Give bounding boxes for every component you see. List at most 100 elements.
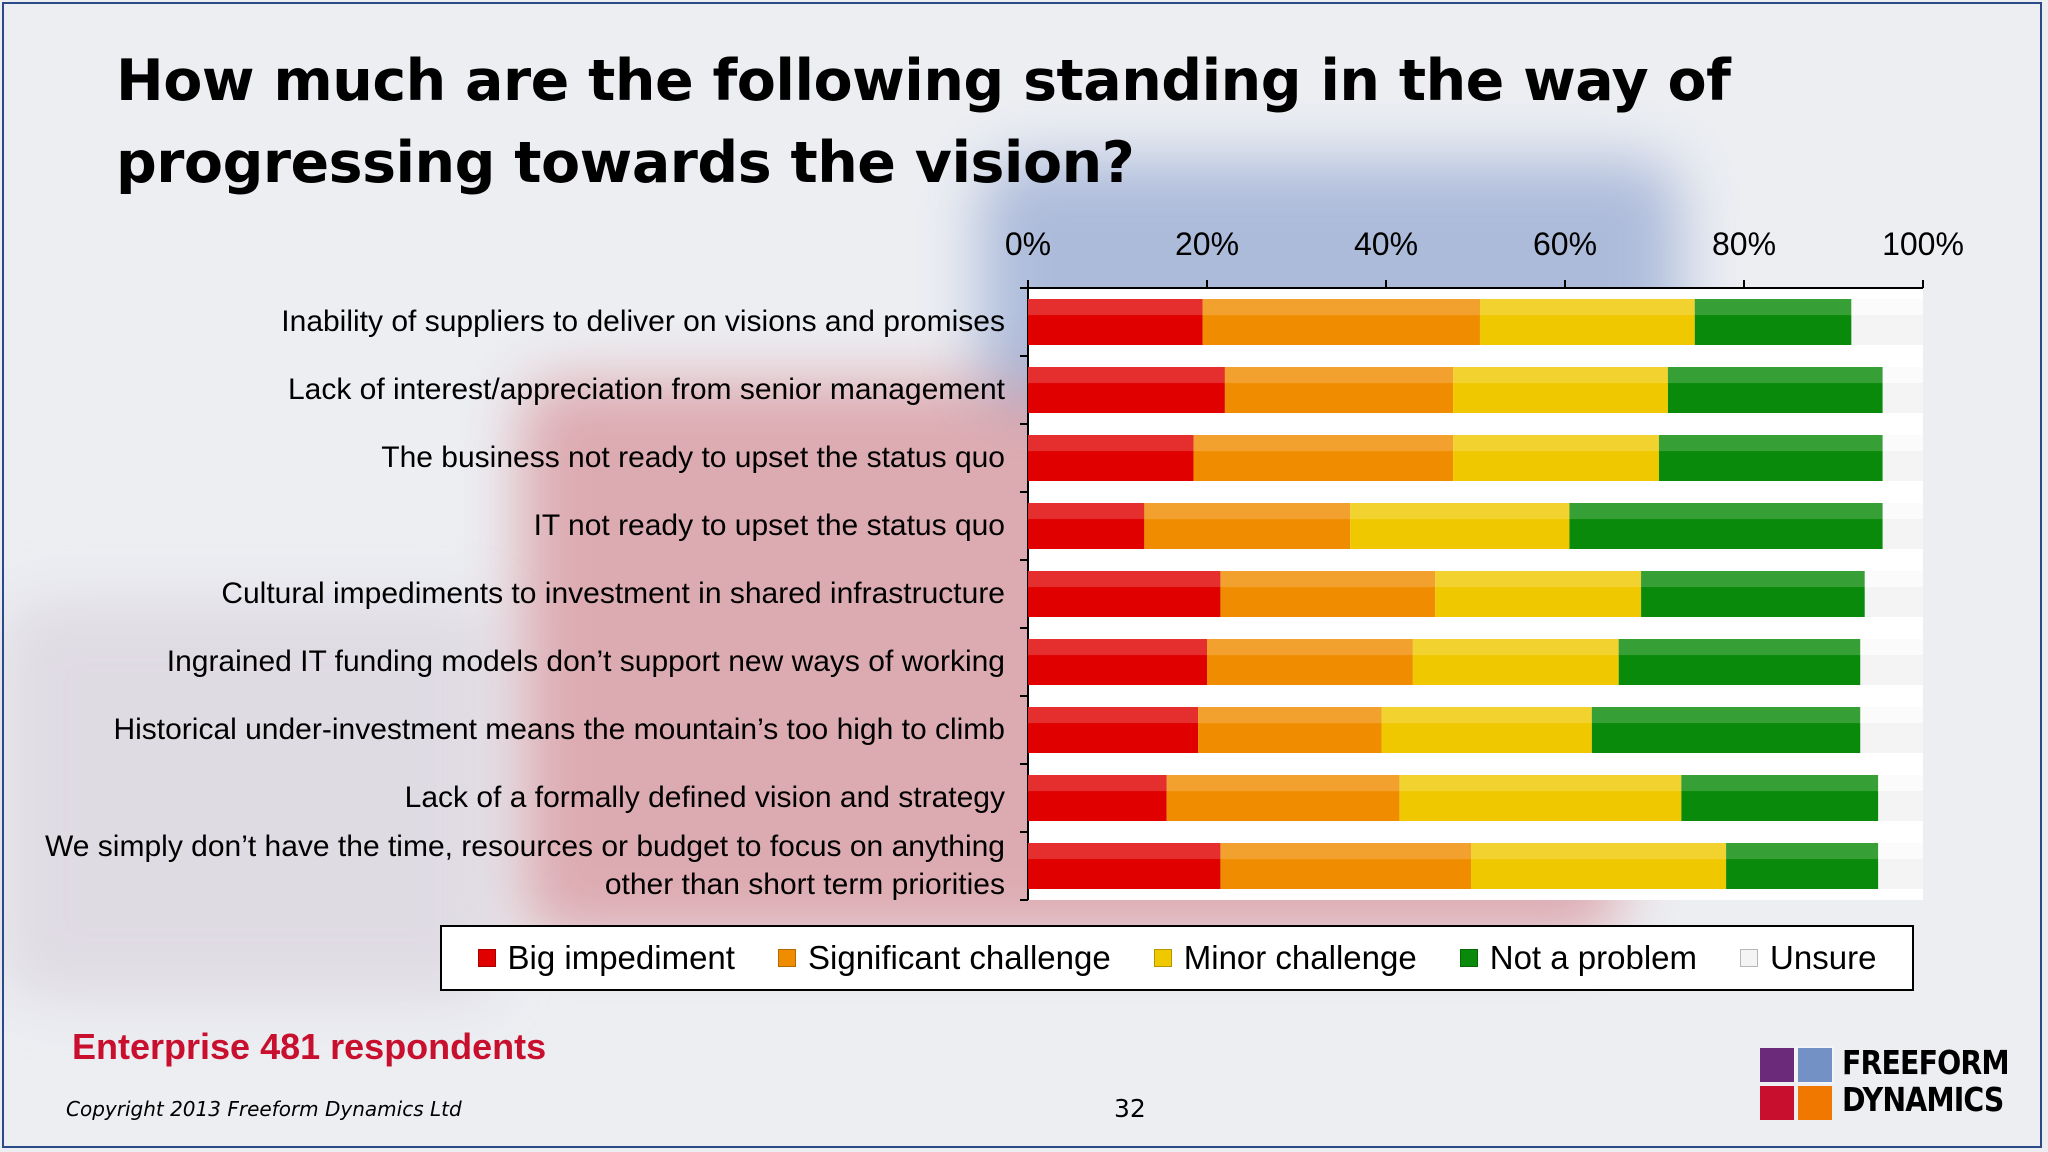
bar-segment-significant-challenge bbox=[1198, 707, 1382, 753]
bar-segment-big-impediment bbox=[1028, 367, 1225, 413]
category-label: Cultural impediments to investment in sh… bbox=[221, 577, 1005, 610]
bar-segment-significant-challenge bbox=[1202, 299, 1480, 345]
legend-item: Minor challenge bbox=[1153, 939, 1417, 977]
bar-highlight bbox=[1028, 299, 1203, 316]
chart-legend: Big impediment Significant challenge Minor… bbox=[440, 925, 1914, 991]
bar-highlight bbox=[1028, 775, 1167, 792]
legend-item: Not a problem bbox=[1459, 939, 1697, 977]
bar-segment-significant-challenge bbox=[1207, 639, 1413, 685]
bar-segment-significant-challenge bbox=[1166, 775, 1400, 821]
bar-segment-not-a-problem bbox=[1569, 503, 1883, 549]
bar-highlight bbox=[1726, 843, 1879, 860]
bar-highlight bbox=[1028, 639, 1207, 656]
x-tick-label: 80% bbox=[1711, 226, 1777, 262]
category-label: Ingrained IT funding models don’t suppor… bbox=[166, 645, 1005, 678]
bar-segment-big-impediment bbox=[1028, 843, 1221, 889]
bar-segment-significant-challenge bbox=[1224, 367, 1454, 413]
bar-highlight bbox=[1860, 639, 1923, 656]
bar-highlight bbox=[1591, 707, 1861, 724]
bar-highlight bbox=[1220, 843, 1472, 860]
legend-swatch bbox=[1459, 949, 1478, 967]
bar-highlight bbox=[1220, 571, 1436, 588]
bar-segment-big-impediment bbox=[1028, 299, 1203, 345]
legend-swatch bbox=[1153, 949, 1172, 967]
legend-swatch bbox=[778, 949, 796, 967]
bar-segment-not-a-problem bbox=[1726, 843, 1879, 889]
bar-highlight bbox=[1193, 435, 1454, 452]
bar-highlight bbox=[1381, 707, 1592, 724]
bar-segment-big-impediment bbox=[1028, 639, 1207, 685]
bar-segment-significant-challenge bbox=[1220, 843, 1472, 889]
bar-highlight bbox=[1882, 435, 1923, 452]
bar-segment-big-impediment bbox=[1028, 435, 1194, 481]
bar-segment-not-a-problem bbox=[1618, 639, 1861, 685]
bar-highlight bbox=[1028, 707, 1199, 724]
respondents-note: Enterprise 481 respondents bbox=[72, 1026, 547, 1067]
logo-text-line2: DYNAMICS bbox=[1842, 1080, 2004, 1119]
category-label: Lack of interest/appreciation from senio… bbox=[287, 373, 1005, 406]
bar-highlight bbox=[1681, 775, 1879, 792]
bar-highlight bbox=[1399, 775, 1682, 792]
bar-segment-minor-challenge bbox=[1412, 639, 1619, 685]
copyright-notice: Copyright 2013 Freeform Dynamics Ltd bbox=[66, 1097, 462, 1121]
bar-segment-minor-challenge bbox=[1453, 435, 1659, 481]
bar-segment-not-a-problem bbox=[1658, 435, 1883, 481]
legend-item: Unsure bbox=[1740, 939, 1876, 977]
bar-segment-minor-challenge bbox=[1350, 503, 1570, 549]
bar-segment-not-a-problem bbox=[1681, 775, 1879, 821]
bar-segment-big-impediment bbox=[1028, 503, 1145, 549]
x-tick-label: 40% bbox=[1353, 226, 1419, 262]
bar-highlight bbox=[1453, 435, 1659, 452]
bar-segment-not-a-problem bbox=[1591, 707, 1861, 753]
bar-highlight bbox=[1202, 299, 1480, 316]
bar-highlight bbox=[1851, 299, 1923, 316]
bar-segment-minor-challenge bbox=[1435, 571, 1642, 617]
category-label: We simply don’t have the time, resources… bbox=[45, 830, 1005, 901]
x-tick-label: 20% bbox=[1174, 226, 1240, 262]
legend-label: Big impediment bbox=[507, 939, 735, 976]
bar-highlight bbox=[1028, 503, 1145, 520]
bar-highlight bbox=[1471, 843, 1727, 860]
bar-segment-not-a-problem bbox=[1667, 367, 1883, 413]
bar-highlight bbox=[1878, 775, 1923, 792]
bar-highlight bbox=[1479, 299, 1695, 316]
bar-segment-significant-challenge bbox=[1193, 435, 1454, 481]
category-label: Historical under-investment means the mo… bbox=[113, 713, 1005, 746]
x-tick-label: 100% bbox=[1882, 226, 1964, 262]
bar-highlight bbox=[1028, 843, 1221, 860]
bar-highlight bbox=[1569, 503, 1883, 520]
logo-text-line1: FREEFORM bbox=[1842, 1043, 2010, 1082]
bar-highlight bbox=[1453, 367, 1668, 384]
bar-highlight bbox=[1641, 571, 1865, 588]
bar-highlight bbox=[1166, 775, 1400, 792]
bar-highlight bbox=[1878, 843, 1923, 860]
category-label: Inability of suppliers to deliver on vis… bbox=[281, 305, 1005, 338]
bar-highlight bbox=[1028, 435, 1194, 452]
x-tick-label: 0% bbox=[1004, 226, 1052, 262]
category-label: IT not ready to upset the status quo bbox=[533, 509, 1005, 542]
legend-item: Big impediment bbox=[477, 939, 735, 977]
bar-segment-significant-challenge bbox=[1144, 503, 1351, 549]
freeform-dynamics-logo: FREEFORM DYNAMICS bbox=[1756, 1043, 2010, 1122]
bar-segment-big-impediment bbox=[1028, 775, 1167, 821]
bar-highlight bbox=[1350, 503, 1570, 520]
legend-item: Significant challenge bbox=[778, 939, 1111, 977]
bar-highlight bbox=[1412, 639, 1619, 656]
slide-title: How much are the following standing in t… bbox=[116, 48, 1731, 196]
bar-highlight bbox=[1882, 503, 1923, 520]
legend-swatch bbox=[1740, 949, 1759, 967]
x-tick-label: 60% bbox=[1532, 226, 1598, 262]
bar-segment-minor-challenge bbox=[1399, 775, 1682, 821]
bar-segment-not-a-problem bbox=[1641, 571, 1865, 617]
category-label: Lack of a formally defined vision and st… bbox=[404, 781, 1005, 814]
bar-highlight bbox=[1860, 707, 1923, 724]
bar-highlight bbox=[1435, 571, 1642, 588]
bar-highlight bbox=[1882, 367, 1923, 384]
bar-highlight bbox=[1028, 367, 1225, 384]
bar-segment-not-a-problem bbox=[1694, 299, 1852, 345]
background-shape bbox=[0, 600, 500, 1000]
bar-segment-significant-challenge bbox=[1220, 571, 1436, 617]
bar-segment-big-impediment bbox=[1028, 707, 1199, 753]
